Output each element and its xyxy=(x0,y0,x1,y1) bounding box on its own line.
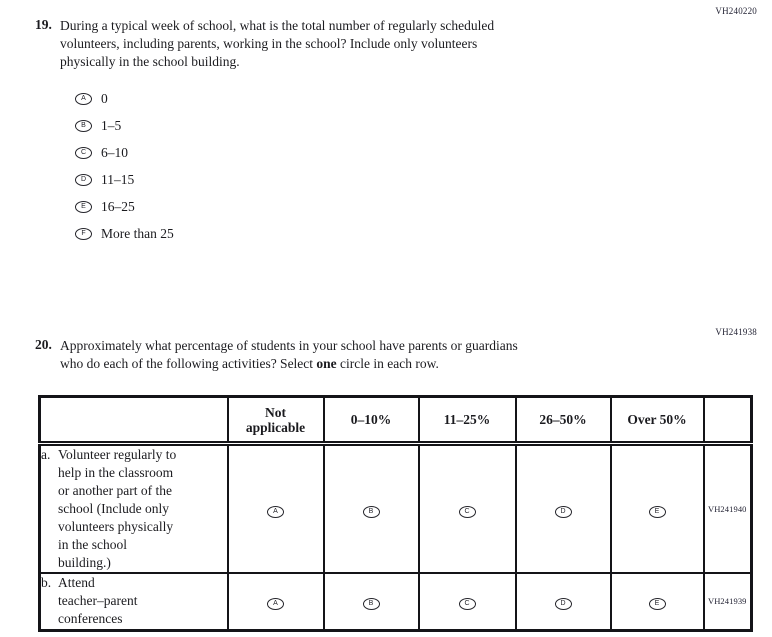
q19-option-c: C 6–10 xyxy=(75,144,174,162)
row-a-bubble-a-icon[interactable]: A xyxy=(267,506,284,518)
row-a-cell-not-applicable: A xyxy=(226,442,325,574)
q19-options: A 0 B 1–5 C 6–10 D 11–15 E 16–25 F More … xyxy=(75,90,174,252)
row-b-bubble-a-icon[interactable]: A xyxy=(267,598,284,611)
row-a-letter: a. xyxy=(41,447,51,462)
row-a-bubble-b-icon[interactable]: B xyxy=(362,506,380,518)
q19-option-d: D 11–15 xyxy=(75,171,174,189)
row-b-cell-not-applicable: A xyxy=(226,572,325,631)
header-not-applicable: Not applicable xyxy=(226,395,325,446)
header-0-10: 0–10% xyxy=(322,395,420,446)
row-a-cell-over-50: E xyxy=(609,442,705,574)
row-b-bubble-b-icon[interactable]: B xyxy=(362,598,380,611)
row-a-item-code: VH241940 xyxy=(702,442,753,574)
row-a-bubble-e-icon[interactable]: E xyxy=(648,506,666,518)
header-over-50: Over 50% xyxy=(609,395,705,446)
q20-text-after: circle in each row. xyxy=(336,356,439,371)
question-19: 19. During a typical week of school, wha… xyxy=(35,17,675,71)
option-bubble-a-icon[interactable]: A xyxy=(75,93,92,105)
row-b-cell-0-10: B xyxy=(322,572,420,631)
q20-number: 20. xyxy=(35,337,52,352)
row-b-label: Attend teacher–parent conferences xyxy=(58,575,138,627)
row-a-cell-0-10: B xyxy=(322,442,420,574)
q19-number: 19. xyxy=(35,17,52,32)
row-b-bubble-d-icon[interactable]: D xyxy=(554,598,572,611)
row-b-bubble-e-icon[interactable]: E xyxy=(648,598,666,611)
q20-text: Approximately what percentage of student… xyxy=(60,337,675,373)
table-header-row: Not applicable 0–10% 11–25% 26–50% Over … xyxy=(38,395,753,446)
row-a-bubble-d-icon[interactable]: D xyxy=(554,506,572,518)
q19-option-b: B 1–5 xyxy=(75,117,174,135)
row-a-bubble-c-icon[interactable]: C xyxy=(458,506,476,518)
q19-option-b-label: 1–5 xyxy=(101,118,122,133)
q19-option-c-label: 6–10 xyxy=(101,145,128,160)
option-bubble-d-icon[interactable]: D xyxy=(75,174,92,186)
header-code-column xyxy=(702,395,753,446)
row-a-label-cell: a. Volunteer regularly to help in the cla… xyxy=(38,442,229,574)
table-row-a: a. Volunteer regularly to help in the cla… xyxy=(38,442,753,574)
q20-text-before: Approximately what percentage of student… xyxy=(60,338,518,371)
option-bubble-c-icon[interactable]: C xyxy=(75,147,92,159)
question-20: 20. Approximately what percentage of stu… xyxy=(35,337,675,373)
q20-item-code: VH241938 xyxy=(715,327,757,337)
row-a-cell-26-50: D xyxy=(514,442,612,574)
row-b-cell-over-50: E xyxy=(609,572,705,631)
row-a-label: Volunteer regularly to help in the class… xyxy=(58,447,177,570)
header-26-50: 26–50% xyxy=(514,395,612,446)
q19-option-e-label: 16–25 xyxy=(101,199,135,214)
row-b-letter: b. xyxy=(41,575,52,591)
option-bubble-e-icon[interactable]: E xyxy=(75,201,92,213)
q19-option-f: F More than 25 xyxy=(75,225,174,243)
row-b-bubble-c-icon[interactable]: C xyxy=(458,598,476,611)
q19-item-code: VH240220 xyxy=(715,6,757,16)
option-bubble-b-icon[interactable]: B xyxy=(75,120,92,132)
q19-option-d-label: 11–15 xyxy=(101,172,135,187)
row-b-item-code: VH241939 xyxy=(702,572,753,631)
header-empty-stub xyxy=(38,395,229,446)
q20-response-table: Not applicable 0–10% 11–25% 26–50% Over … xyxy=(38,395,753,632)
row-b-label-cell: b. Attend teacher–parent conferences xyxy=(38,572,229,631)
q19-option-f-label: More than 25 xyxy=(101,226,174,241)
row-b-cell-26-50: D xyxy=(514,572,612,631)
q19-option-e: E 16–25 xyxy=(75,198,174,216)
option-bubble-f-icon[interactable]: F xyxy=(75,228,92,240)
q19-option-a-label: 0 xyxy=(101,91,108,106)
row-b-cell-11-25: C xyxy=(417,572,517,631)
table-row-b: b. Attend teacher–parent conferences A B … xyxy=(38,572,753,631)
q19-text: During a typical week of school, what is… xyxy=(60,18,495,69)
row-a-cell-11-25: C xyxy=(417,442,517,574)
header-11-25: 11–25% xyxy=(417,395,517,446)
q19-option-a: A 0 xyxy=(75,90,174,108)
q20-text-bold: one xyxy=(316,356,337,371)
